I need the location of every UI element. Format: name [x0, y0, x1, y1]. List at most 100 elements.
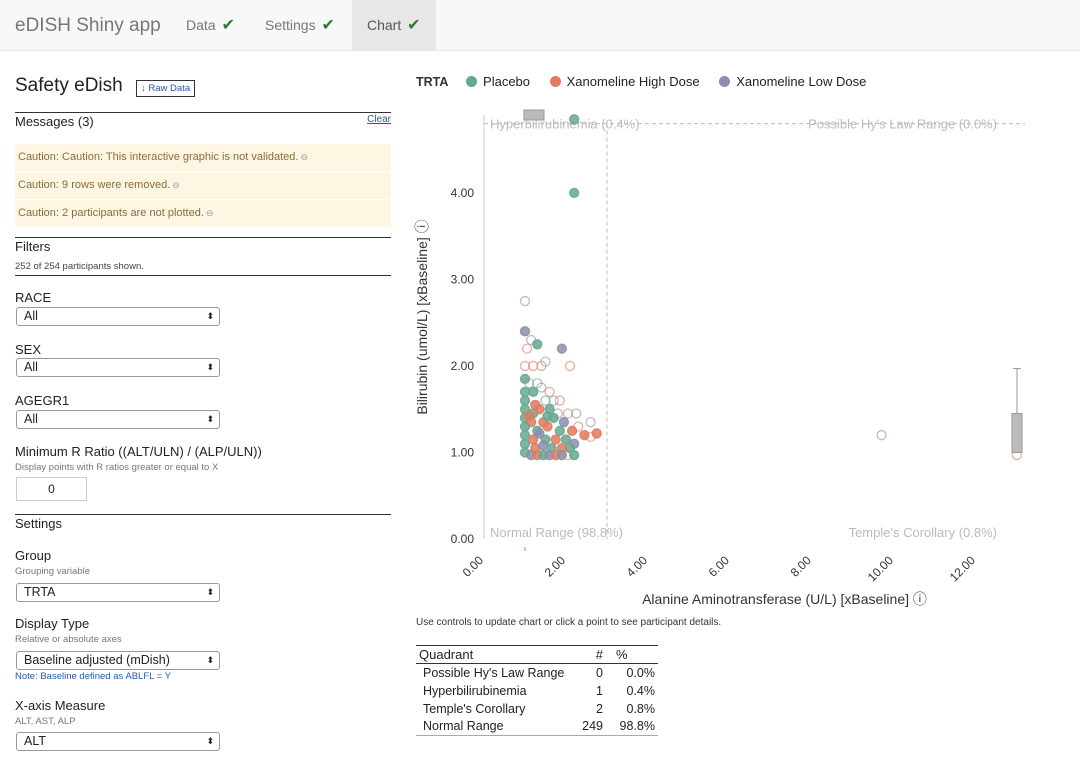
legend-title: TRTA [416, 75, 449, 89]
app-brand[interactable]: eDISH Shiny app [15, 15, 161, 36]
y-tick-label: 0.00 [451, 532, 475, 546]
data-point [519, 421, 531, 432]
sidebar: Safety eDish ↓ Raw Data Messages (3) Cle… [15, 51, 391, 765]
check-icon: ✔ [321, 17, 335, 34]
sex-label: SEX [15, 342, 42, 357]
quadrant-label-hys-law: Possible Hy's Law Range (0.0%) [808, 117, 997, 132]
table-row: Normal Range 249 98.8% [416, 717, 658, 736]
xaxis-label: X-axis Measure [15, 698, 106, 713]
settings-title: Settings [15, 516, 62, 531]
xaxis-select[interactable]: ALT ⬍ [16, 732, 220, 751]
quadrant-label-normal: Normal Range (98.8%) [490, 525, 623, 540]
xaxis-desc: ALT, AST, ALP [15, 716, 76, 727]
x-axis-label: Alanine Aminotransferase (U/L) [xBaselin… [642, 591, 927, 607]
rratio-label: Minimum R Ratio ((ALT/ULN) / (ALP/ULN)) [15, 444, 262, 459]
dismiss-icon[interactable]: ⊖ [205, 208, 214, 218]
data-point [564, 360, 576, 372]
agegr-value: All [24, 412, 38, 426]
cell-quadrant: Possible Hy's Law Range [423, 665, 565, 680]
cell-quadrant: Normal Range [416, 717, 576, 736]
filters-title: Filters [15, 239, 51, 254]
data-point [519, 360, 531, 372]
cell-percent: 98.8% [606, 717, 658, 736]
data-point [579, 430, 590, 441]
rratio-input[interactable]: 0 [16, 477, 87, 501]
raw-data-button[interactable]: ↓ Raw Data [136, 80, 196, 97]
rratio-desc: Display points with R ratios greater or … [15, 462, 219, 473]
data-point [542, 410, 553, 422]
table-row: Temple's Corollary 2 0.8% [416, 700, 658, 718]
race-select[interactable]: All ⬍ [16, 307, 220, 326]
data-point [523, 378, 535, 389]
boxplot-box [1011, 413, 1023, 453]
y-tick-label: 1.00 [451, 445, 475, 459]
legend-item-high-dose[interactable]: Xanomeline High Dose [549, 74, 700, 89]
check-icon: ✔ [407, 17, 421, 34]
x-tick-label: 4.00 [624, 553, 651, 580]
y-axis-label: Bilirubin (umol/L) [xBaseline] ⓘ [414, 219, 430, 414]
cell-count: 2 [596, 701, 603, 716]
col-quadrant: Quadrant [416, 645, 576, 664]
dismiss-icon[interactable]: ⊖ [300, 152, 309, 162]
col-percent: % [606, 645, 658, 664]
legend-label: Xanomeline Low Dose [736, 74, 867, 89]
legend-dot [466, 76, 478, 87]
data-point [585, 431, 596, 443]
filters-header: Filters [15, 237, 391, 254]
data-point [525, 334, 537, 346]
quadrant-label-hyperbilirubinemia: Hyperbilirubinemia (0.4%) [490, 117, 640, 132]
agegr-label: AGEGR1 [15, 393, 70, 408]
data-point [536, 382, 547, 393]
message-text: Caution: This interactive graphic is not… [58, 151, 299, 163]
display-type-value: Baseline adjusted (mDish) [24, 653, 170, 667]
edish-scatter-chart[interactable]: Hyperbilirubinemia (0.4%) Possible Hy's L… [400, 95, 1080, 615]
data-point [523, 410, 535, 422]
message-label: Caution: [18, 151, 59, 163]
legend-label: Xanomeline High Dose [566, 74, 700, 89]
data-point [519, 438, 531, 449]
y-tick-label: 4.00 [451, 186, 475, 200]
table-header-row: Quadrant # % [416, 645, 658, 664]
tab-data-label: Data [186, 17, 216, 33]
cell-quadrant: Hyperbilirubinemia [423, 683, 527, 698]
data-point [554, 395, 565, 406]
legend-item-low-dose[interactable]: Xanomeline Low Dose [719, 74, 866, 89]
clear-messages-link[interactable]: Clear [367, 114, 391, 125]
group-label: Group [15, 548, 52, 563]
y-tick-label: 2.00 [451, 359, 475, 373]
sex-value: All [24, 360, 38, 374]
message-item: Caution: 2 participants are not plotted.… [15, 200, 391, 227]
tab-data[interactable]: Data ✔ [171, 0, 250, 51]
select-arrow-icon: ⬍ [206, 655, 214, 665]
data-point [534, 428, 545, 439]
chart-instructions: Use controls to update chart or click a … [416, 617, 722, 628]
data-point [585, 417, 596, 428]
group-select[interactable]: TRTA ⬍ [16, 583, 220, 602]
data-point [521, 343, 533, 354]
data-point [519, 430, 531, 441]
x-tick-label: 12.00 [947, 553, 978, 584]
tab-chart[interactable]: Chart ✔ [352, 0, 436, 51]
data-point [519, 395, 531, 406]
agegr-select[interactable]: All ⬍ [16, 410, 220, 429]
data-point [544, 386, 555, 398]
select-arrow-icon: ⬍ [206, 362, 214, 372]
message-label: Caution: [18, 207, 59, 219]
settings-header: Settings [15, 514, 391, 531]
data-point [556, 343, 568, 354]
page-title: Safety eDish [15, 75, 123, 96]
x-tick-label: 8.00 [788, 553, 815, 580]
legend-item-placebo[interactable]: Placebo [466, 74, 530, 89]
sex-select[interactable]: All ⬍ [16, 358, 220, 377]
data-point [540, 395, 551, 406]
tab-settings[interactable]: Settings ✔ [250, 0, 350, 51]
select-arrow-icon: ⬍ [206, 311, 214, 321]
display-type-select[interactable]: Baseline adjusted (mDish) ⬍ [16, 651, 220, 670]
cell-count: 1 [596, 683, 603, 698]
dismiss-icon[interactable]: ⊖ [172, 180, 180, 190]
x-tick-label: 0.00 [460, 553, 487, 580]
cell-percent: 0.8% [626, 701, 656, 716]
baseline-note: Note: Baseline defined as ABLFL = Y [15, 671, 172, 682]
tab-chart-label: Chart [367, 17, 402, 33]
data-point [534, 404, 545, 415]
